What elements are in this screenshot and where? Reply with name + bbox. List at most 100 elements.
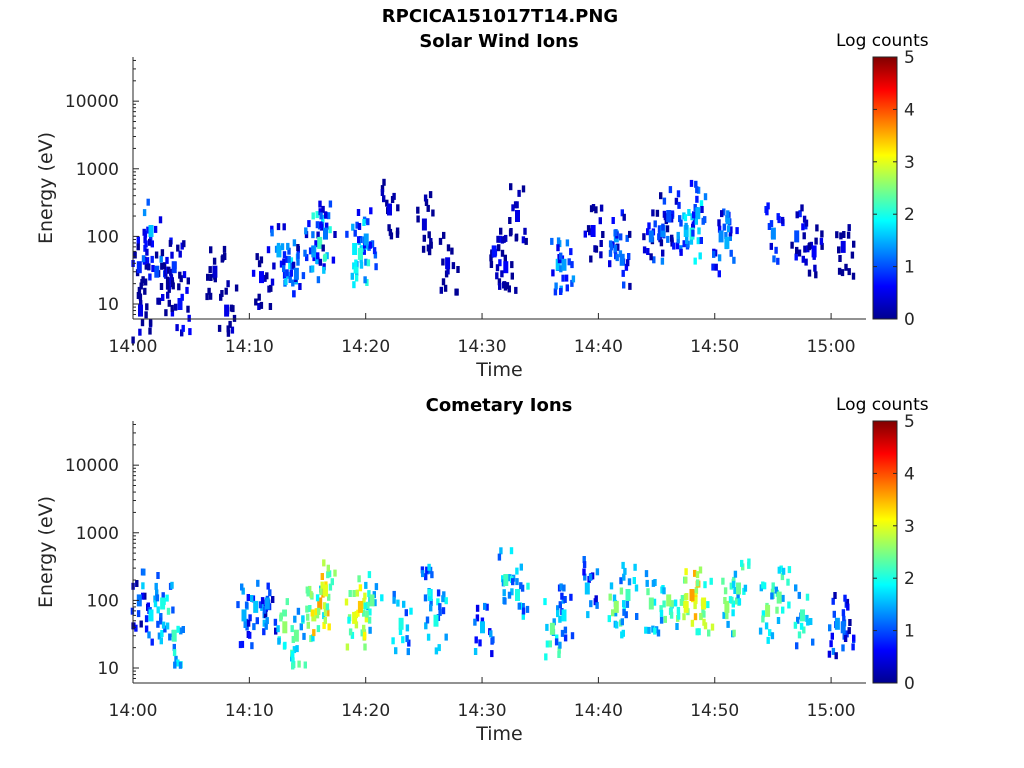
spectrogram-bin: [780, 216, 785, 224]
data-point: [701, 597, 707, 610]
data-point: [293, 267, 299, 280]
spectrogram-bin: [409, 607, 413, 615]
spectrogram-bin: [841, 609, 846, 617]
spectrogram-bin: [657, 233, 661, 241]
spectrogram-bin: [712, 250, 716, 258]
spectrogram-bin: [139, 282, 143, 290]
spectrogram-bin: [426, 244, 431, 252]
spectrogram-bin: [661, 249, 665, 257]
x-tick-label: 14:20: [341, 701, 390, 721]
spectrogram-bin: [659, 605, 663, 613]
spectrogram-bin: [622, 213, 626, 221]
spectrogram-bin: [420, 566, 425, 574]
data-point: [625, 589, 631, 601]
y-tick-label: 100: [87, 591, 119, 611]
y-tick-label: 10000: [65, 92, 119, 112]
spectrogram-bin: [698, 252, 702, 260]
spectrogram-bin: [582, 556, 586, 563]
spectrogram-bin: [695, 571, 700, 579]
spectrogram-bin: [363, 592, 367, 600]
data-point: [317, 236, 323, 249]
spectrogram-bin: [357, 236, 361, 244]
spectrogram-bin: [283, 641, 287, 649]
spectrogram-bin: [443, 284, 448, 292]
spectrogram-bin: [717, 254, 722, 262]
spectrogram-bin: [670, 210, 675, 218]
data-point: [253, 600, 259, 613]
spectrogram-bin: [634, 584, 639, 592]
spectrogram-bin: [137, 286, 142, 294]
spectrogram-bin: [769, 220, 774, 228]
spectrogram-bin: [619, 587, 624, 595]
spectrogram-bin: [797, 591, 801, 599]
data-point: [136, 261, 142, 274]
spectrogram-bin: [396, 204, 400, 212]
spectrogram-bin: [732, 580, 736, 588]
spectrogram-bin: [710, 623, 715, 631]
spectrogram-bin: [416, 206, 420, 214]
x-tick-label: 14:10: [225, 337, 274, 357]
spectrogram-bin: [310, 609, 314, 617]
spectrogram-bin: [362, 597, 366, 605]
spectrogram-bin: [234, 284, 239, 292]
spectrogram-bin: [837, 267, 842, 275]
spectrogram-bin: [327, 623, 331, 631]
spectrogram-bin: [852, 634, 856, 642]
data-point: [276, 245, 282, 258]
spectrogram-bin: [729, 249, 733, 257]
spectrogram-bin: [693, 613, 698, 621]
spectrogram-bin: [831, 597, 835, 605]
spectrogram-bin: [141, 592, 145, 600]
spectrogram-bin: [809, 618, 813, 625]
spectrogram-bin: [555, 634, 559, 642]
spectrogram-bin: [726, 225, 731, 233]
spectrogram-bin: [766, 202, 770, 210]
spectrogram-bin: [149, 235, 153, 243]
spectrogram-bin: [441, 595, 445, 603]
spectrogram-bin: [296, 258, 300, 266]
data-point: [770, 227, 776, 240]
spectrogram-bin: [563, 634, 568, 642]
spectrogram-bin: [673, 599, 678, 607]
spectrogram-bin: [182, 271, 187, 279]
spectrogram-bin: [262, 606, 267, 614]
spectrogram-bin: [360, 629, 364, 637]
spectrogram-bin: [497, 244, 501, 252]
spectrogram-bin: [771, 582, 775, 590]
spectrogram-bin: [262, 628, 266, 636]
spectrogram-bin: [781, 606, 785, 614]
spectrogram-bin: [258, 601, 263, 609]
spectrogram-bin: [642, 246, 647, 254]
spectrogram-bin: [429, 241, 433, 249]
spectrogram-bin: [455, 288, 459, 296]
spectrogram-bin: [768, 629, 772, 637]
spectrogram-bin: [728, 596, 733, 604]
spectrogram-bin: [820, 242, 824, 250]
spectrogram-bin: [282, 251, 287, 259]
spectrogram-bin: [367, 616, 372, 624]
spectrogram-bin: [312, 254, 316, 262]
spectrogram-bin: [569, 593, 573, 601]
spectrogram-bin: [702, 610, 706, 618]
spectrogram-bin: [728, 234, 732, 241]
spectrogram-bin: [444, 633, 448, 641]
spectrogram-bin: [770, 592, 774, 600]
spectrogram-bin: [707, 629, 711, 637]
spectrogram-bin: [156, 572, 160, 579]
spectrogram-bin: [480, 617, 485, 625]
spectrogram-bin: [743, 584, 748, 592]
spectrogram-bin: [619, 233, 623, 241]
data-point: [736, 582, 741, 595]
spectrogram-bin: [209, 274, 213, 281]
spectrogram-bin: [270, 278, 275, 286]
data-point: [224, 304, 230, 317]
spectrogram-bin: [155, 594, 160, 602]
data-point: [293, 629, 299, 642]
spectrogram-bin: [846, 603, 850, 611]
spectrogram-bin: [811, 638, 815, 646]
spectrogram-bin: [226, 329, 231, 337]
spectrogram-bin: [594, 206, 598, 214]
spectrogram-bin: [689, 237, 694, 245]
colorbar-tick-label: 1: [904, 258, 915, 278]
spectrogram-bin: [276, 625, 280, 633]
